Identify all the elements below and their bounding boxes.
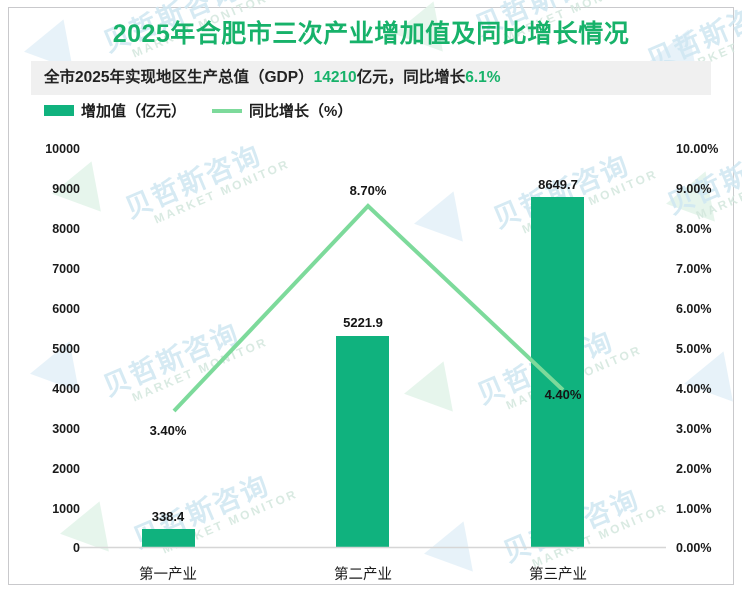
y-axis-tick-right: 10.00% xyxy=(676,142,719,156)
watermark-cn: 贝哲斯咨询 xyxy=(120,139,266,225)
bar-series-2[interactable] xyxy=(336,336,389,547)
bar-value-label: 5221.9 xyxy=(343,315,383,330)
subtitle-growth-value: 6.1% xyxy=(465,68,501,86)
legend-line-swatch-icon xyxy=(212,108,243,113)
subtitle-prefix: 全市2025年实现地区生产总值（GDP） xyxy=(44,68,314,86)
y-axis-tick-right: 5.00% xyxy=(676,342,712,356)
chart-legend: 增加值（亿元） 同比增长（%） xyxy=(44,100,352,121)
y-axis-tick-left: 2000 xyxy=(52,462,80,476)
y-axis-tick-left: 4000 xyxy=(52,382,80,396)
y-axis-tick-left: 5000 xyxy=(52,342,80,356)
subtitle-banner: 全市2025年实现地区生产总值（GDP）14210亿元，同比增长6.1% xyxy=(31,60,711,95)
y-axis-tick-left: 9000 xyxy=(52,182,80,196)
bar-series-3[interactable] xyxy=(531,197,584,547)
y-axis-tick-right: 2.00% xyxy=(676,462,712,476)
legend-bar-label: 增加值（亿元） xyxy=(81,103,187,120)
watermark-en: MARKET MONITOR xyxy=(129,334,270,405)
y-axis-tick-right: 7.00% xyxy=(676,262,712,276)
y-axis-tick-right: 1.00% xyxy=(676,502,712,516)
y-axis-tick-right: 8.00% xyxy=(676,222,712,236)
legend-line-label: 同比增长（%） xyxy=(249,103,353,120)
x-axis-category-label: 第三产业 xyxy=(529,567,587,583)
y-axis-tick-left: 0 xyxy=(73,541,80,555)
growth-value-label: 8.70% xyxy=(349,183,387,198)
legend-item-bar[interactable]: 增加值（亿元） xyxy=(44,100,186,121)
y-axis-tick-right: 3.00% xyxy=(676,422,712,436)
watermark-cn: 贝哲斯咨询 xyxy=(98,317,244,403)
bar-value-label: 8649.7 xyxy=(538,177,578,192)
y-axis-tick-left: 7000 xyxy=(52,262,80,276)
chart-header: 2025年合肥市三次产业增加值及同比增长情况 全市2025年实现地区生产总值（G… xyxy=(9,8,733,95)
watermark-cn: 贝哲斯咨询 xyxy=(662,135,742,221)
y-axis-tick-left: 3000 xyxy=(52,422,80,436)
y-axis-tick-left: 8000 xyxy=(52,222,80,236)
subtitle-gdp-value: 14210 xyxy=(313,68,357,86)
y-axis-tick-left: 10000 xyxy=(45,142,80,156)
legend-item-line[interactable]: 同比增长（%） xyxy=(212,100,352,121)
y-axis-tick-right: 9.00% xyxy=(676,182,712,196)
subtitle-middle: 亿元，同比增长 xyxy=(356,68,466,86)
x-axis-category-label: 第一产业 xyxy=(139,567,197,583)
x-axis-category-label: 第二产业 xyxy=(334,567,392,583)
bar-series-1[interactable] xyxy=(142,529,195,547)
y-axis-tick-right: 4.00% xyxy=(676,382,712,396)
growth-value-label: 3.40% xyxy=(149,423,187,438)
bar-value-label: 338.4 xyxy=(151,509,185,524)
y-axis-tick-right: 0.00% xyxy=(676,541,712,555)
y-axis-tick-right: 6.00% xyxy=(676,302,712,316)
growth-value-label: 4.40% xyxy=(544,387,582,402)
y-axis-tick-left: 6000 xyxy=(52,302,80,316)
legend-bar-swatch-icon xyxy=(44,105,74,116)
y-axis-tick-left: 1000 xyxy=(52,502,80,516)
page-title: 2025年合肥市三次产业增加值及同比增长情况 xyxy=(112,20,630,48)
watermark-en: MARKET MONITOR xyxy=(151,156,292,227)
